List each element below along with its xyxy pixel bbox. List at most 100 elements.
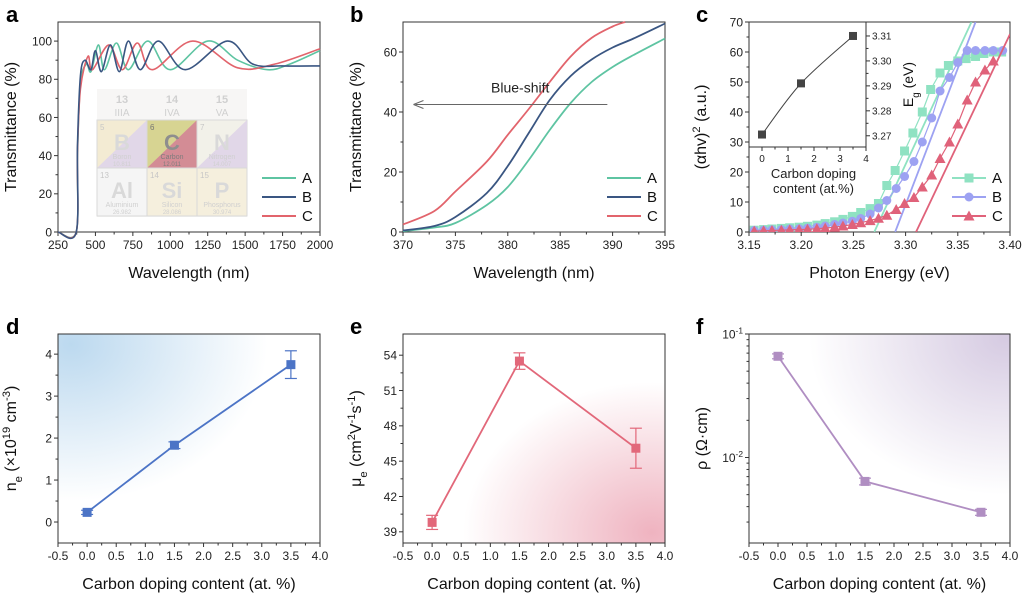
y-tick-label: 60 xyxy=(39,111,53,125)
data-point xyxy=(891,184,901,193)
data-point xyxy=(865,204,875,214)
inset-x-axis-title: Carbon doping xyxy=(771,166,856,181)
x-tick-label: 0.5 xyxy=(799,549,816,563)
x-axis-title: Carbon doping content (at. %) xyxy=(773,576,986,593)
panel-a-axes: 250 500 750 1000 1250 1500 1750 2000 0 20 40 60 80 10… xyxy=(3,21,334,282)
x-tick-label: 1000 xyxy=(157,238,184,252)
x-tick-label: 4.0 xyxy=(1002,549,1019,563)
panel-label-a: a xyxy=(6,2,19,27)
y-tick-label: 0 xyxy=(736,225,743,239)
x-tick-label: 0.0 xyxy=(424,549,441,563)
x-tick-label: 3.20 xyxy=(790,238,814,252)
legend-label: C xyxy=(647,208,658,225)
data-point xyxy=(988,46,998,55)
x-tick-label: 1500 xyxy=(232,238,259,252)
x-axis-title: Carbon doping content (at. %) xyxy=(82,576,295,593)
legend-item-B: B xyxy=(952,189,1002,206)
y-axis-title: ne (×1019 cm-3) xyxy=(1,386,25,492)
atomic-number: 15 xyxy=(200,171,209,180)
panel-label-e: e xyxy=(350,314,362,339)
y-tick-label: 51 xyxy=(384,384,398,398)
x-tick-label: 385 xyxy=(550,238,570,252)
arrow-head-icon xyxy=(413,100,424,109)
x-tick-label: 0.0 xyxy=(79,549,96,563)
x-tick-label: 4.0 xyxy=(657,549,674,563)
y-axis-title: Transmittance (%) xyxy=(348,62,365,192)
y-tick-label: 45 xyxy=(384,454,398,468)
data-point xyxy=(758,130,766,139)
x-axis-title: Photon Energy (eV) xyxy=(809,265,950,282)
data-point xyxy=(768,225,776,232)
y-tick-label: 0 xyxy=(45,515,52,529)
data-point xyxy=(963,210,975,221)
data-point xyxy=(829,221,841,232)
y-tick-label: 0 xyxy=(45,225,52,239)
element-name: Carbon xyxy=(161,154,184,161)
element-mass: 26.982 xyxy=(113,210,132,216)
header-15: 15 VA xyxy=(216,94,229,119)
legend-item-B: B xyxy=(607,189,657,206)
element-mass: 28.086 xyxy=(163,210,182,216)
series-line xyxy=(754,60,994,232)
y-tick-label: 40 xyxy=(384,105,398,119)
data-point xyxy=(882,181,892,190)
data-point xyxy=(872,212,884,223)
element-name: Phosphorus xyxy=(203,202,241,209)
data-point xyxy=(785,224,794,232)
panel-f-axes: -0.5 0.0 0.5 1.0 1.5 2.0 2.5 3.0 3.5 4.0 10-2 10-1 C… xyxy=(694,325,1019,593)
legend-label: B xyxy=(302,189,312,206)
panel-d-axes: -0.5 0.0 0.5 1.0 1.5 2.0 2.5 3.0 3.5 4.0 0 1 2 3 4 Carb… xyxy=(1,333,329,593)
x-tick-label: 3.15 xyxy=(737,238,761,252)
y-tick-label: 70 xyxy=(730,15,744,29)
x-tick-label: 0.5 xyxy=(453,549,470,563)
panel-label-b: b xyxy=(350,2,363,27)
data-point xyxy=(631,443,641,453)
x-axis-title: Wavelength (nm) xyxy=(473,265,594,282)
x-tick-label: 2.5 xyxy=(224,549,241,563)
x-tick-label: 380 xyxy=(498,238,518,252)
y-tick-label: 54 xyxy=(384,349,398,363)
y-tick-label: 20 xyxy=(730,165,744,179)
y-tick-label: 4 xyxy=(45,347,52,361)
data-point xyxy=(797,79,805,88)
data-point xyxy=(427,517,437,527)
y-tick-label: 30 xyxy=(730,135,744,149)
x-tick-label: 3.5 xyxy=(628,549,645,563)
x-tick-label: 0.5 xyxy=(108,549,125,563)
legend-label: A xyxy=(302,170,312,187)
periodic-table-inset: 13 IIIA 14 IVA 15 VA 5BBoron10.8116CCarb… xyxy=(96,89,248,217)
panel-label-f: f xyxy=(696,314,704,339)
data-point xyxy=(773,351,783,361)
data-point xyxy=(979,64,991,75)
data-point xyxy=(961,94,973,105)
x-tick-label: 0 xyxy=(759,154,765,165)
header-14: 14 IVA xyxy=(164,94,180,119)
element-symbol: B xyxy=(114,130,130,155)
inset-x-axis-title: content (at.%) xyxy=(773,181,854,196)
data-point xyxy=(899,198,911,208)
element-mass: 10.811 xyxy=(113,162,132,168)
panel-c-axes: 3.15 3.20 3.25 3.30 3.35 3.40010203040506070P… xyxy=(691,15,1022,282)
data-point xyxy=(908,128,918,138)
cell-diagonal xyxy=(147,120,197,168)
y-tick-label: 0 xyxy=(390,225,397,239)
y-tick-label: 10-1 xyxy=(722,325,743,341)
x-tick-label: 390 xyxy=(603,238,623,252)
data-point xyxy=(847,211,857,221)
y-tick-label: 3.30 xyxy=(872,57,892,68)
series-C xyxy=(750,33,1010,232)
y-tick-label: 50 xyxy=(730,75,744,89)
x-tick-label: 3.0 xyxy=(944,549,961,563)
data-point xyxy=(909,157,919,166)
series-line-B xyxy=(57,40,321,240)
y-axis-title: (αhv)2 (a.u.) xyxy=(691,85,710,170)
y-tick-label: 3.27 xyxy=(872,131,892,142)
x-tick-label: 2.0 xyxy=(540,549,557,563)
y-tick-label: 60 xyxy=(730,45,744,59)
element-symbol: N xyxy=(214,130,230,155)
